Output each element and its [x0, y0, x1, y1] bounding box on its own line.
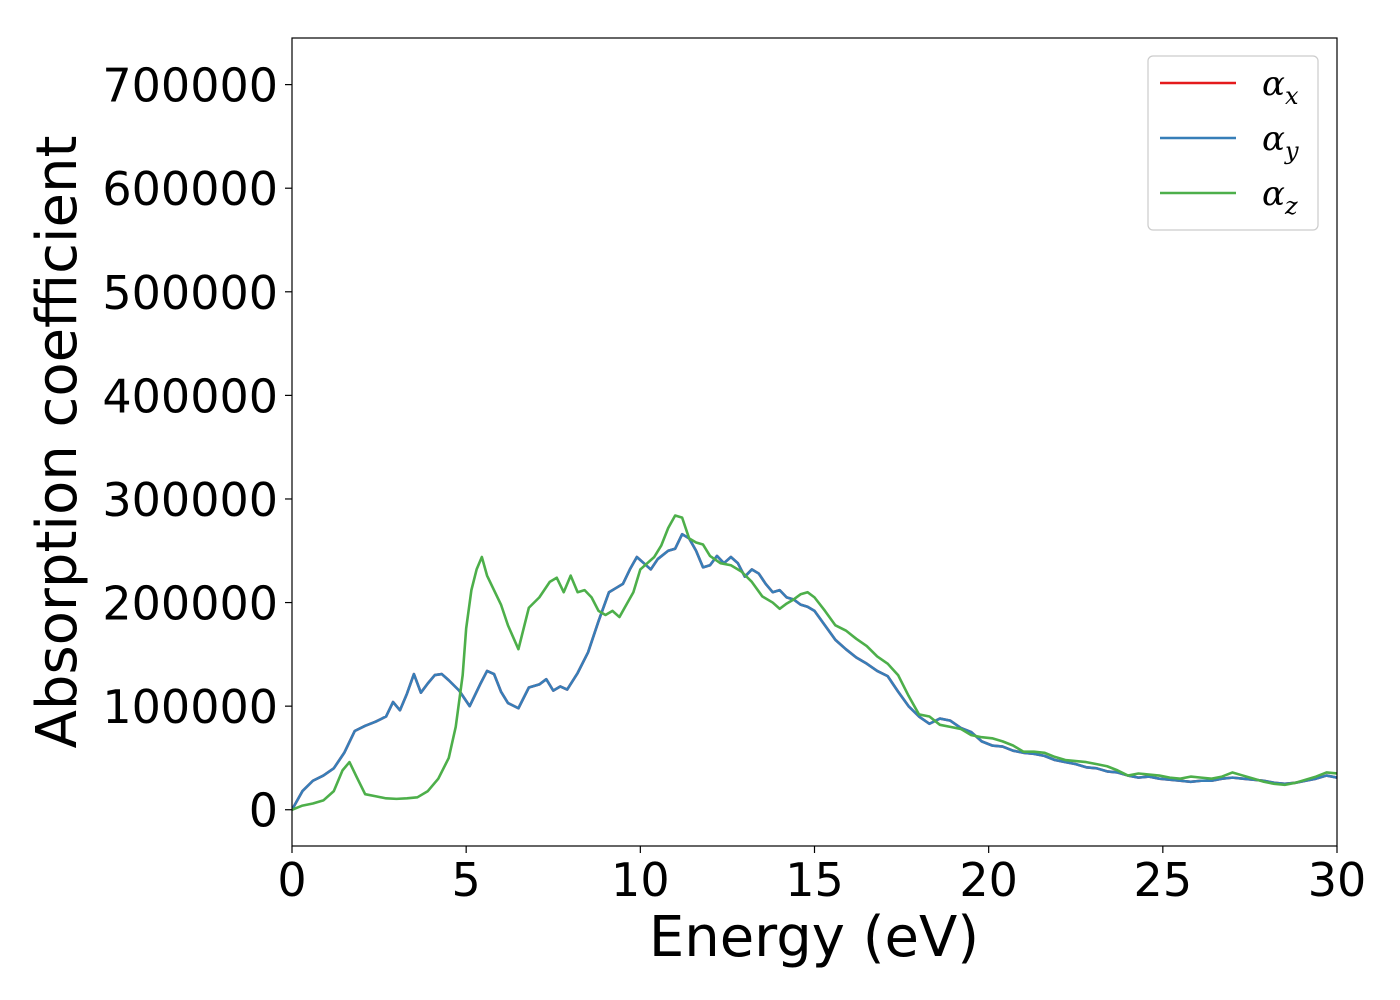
y-axis: 0 100000 200000 300000 400000 500000 600000 700…	[102, 59, 292, 838]
y-tick-label: 100000	[102, 680, 278, 734]
y-tick-label: 0	[249, 784, 278, 838]
series-line-z	[292, 514, 1337, 812]
y-tick-label: 400000	[102, 369, 278, 423]
y-tick-label: 500000	[102, 266, 278, 320]
x-tick-label: 5	[452, 853, 481, 907]
y-tick-label: 300000	[102, 473, 278, 527]
x-tick-label: 10	[611, 853, 670, 907]
x-axis: 0 5 10 15 20 25 30	[277, 846, 1366, 907]
y-tick-label: 200000	[102, 577, 278, 631]
legend-label-x: αx	[1262, 64, 1299, 110]
series-layer	[292, 514, 1337, 812]
legend-label-y: αy	[1262, 119, 1299, 165]
x-tick-label: 0	[277, 853, 306, 907]
legend-frame	[1147, 55, 1319, 231]
y-tick-label: 600000	[102, 162, 278, 216]
x-tick-label: 30	[1308, 853, 1367, 907]
x-axis-title: Energy (eV)	[649, 905, 979, 970]
x-tick-label: 15	[785, 853, 844, 907]
y-tick-label: 700000	[102, 59, 278, 113]
legend: αx αy αz	[1147, 55, 1319, 231]
x-tick-label: 20	[959, 853, 1018, 907]
x-tick-label: 25	[1134, 853, 1193, 907]
y-axis-title: Absorption coefficient	[25, 136, 90, 749]
legend-label-z: αz	[1262, 174, 1298, 220]
